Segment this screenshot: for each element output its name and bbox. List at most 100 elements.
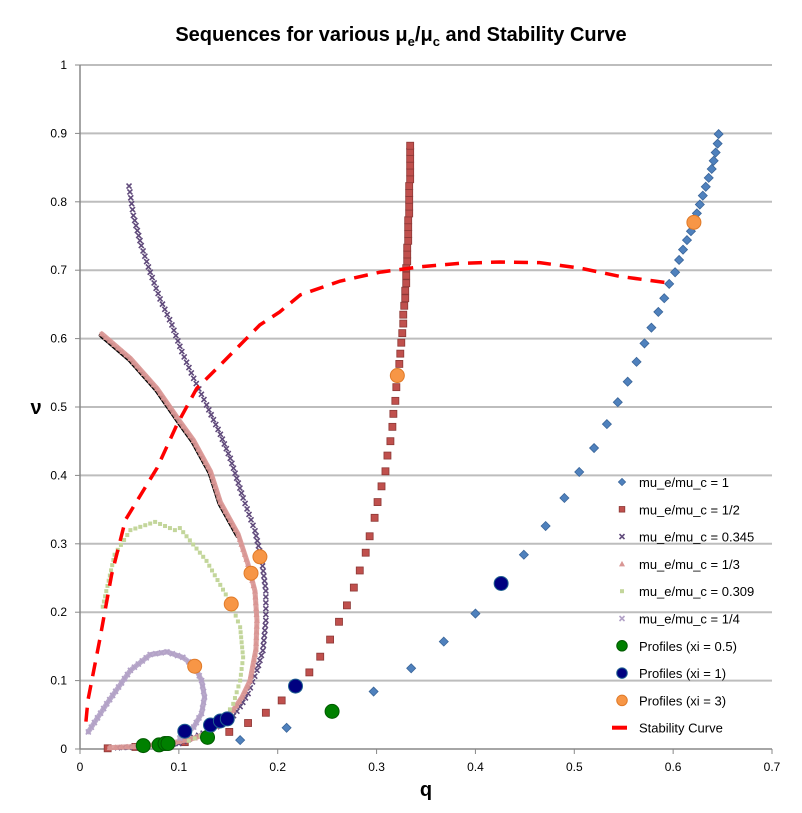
data-point-interp (223, 592, 228, 597)
data-point (540, 520, 551, 532)
data-point (406, 175, 415, 184)
data-point-interp (196, 672, 203, 679)
data-point-interp (221, 587, 226, 592)
x-tick-label: 0.5 (566, 760, 583, 774)
y-tick-label: 0.1 (50, 674, 67, 688)
data-point-interp (157, 390, 164, 396)
data-point-interp (181, 737, 188, 743)
data-point-interp (212, 573, 217, 578)
data-point-interp (215, 493, 222, 500)
data-point (238, 678, 243, 683)
data-point-interp (227, 517, 234, 523)
data-point (406, 154, 415, 163)
data-point-interp (232, 470, 239, 477)
data-point-interp (133, 526, 138, 531)
data-point-interp (253, 623, 260, 629)
data-point (370, 513, 379, 522)
y-tick-label: 0.4 (50, 468, 67, 482)
data-point-interp (174, 337, 181, 344)
data-point (601, 419, 612, 430)
data-point-interp (118, 679, 125, 686)
data-point (217, 431, 224, 438)
legend-item: Stability Curve (612, 721, 723, 736)
data-point (622, 376, 633, 387)
data-point-interp (256, 657, 263, 664)
data-point (326, 635, 335, 644)
data-point (653, 306, 664, 317)
data-point-interp (207, 563, 212, 568)
data-point-interp (140, 370, 147, 376)
data-point-interp (253, 640, 260, 646)
data-point (178, 348, 185, 355)
data-point (176, 418, 183, 424)
data-point-interp (205, 463, 212, 470)
data-point-interp (148, 521, 153, 526)
data-point-interp (232, 526, 239, 533)
data-point (125, 183, 133, 190)
title-mu: μ (395, 24, 408, 46)
x-tick-label: 0.7 (764, 760, 781, 774)
data-point (405, 182, 414, 190)
x-tick-label: 0 (77, 760, 84, 774)
data-point-interp (260, 572, 267, 580)
data-point (355, 566, 364, 575)
data-point-interp (253, 634, 260, 641)
data-point-interp (260, 637, 267, 644)
data-point-interp (238, 630, 243, 635)
data-point (190, 375, 197, 382)
data-point (106, 744, 113, 751)
data-point (404, 216, 413, 225)
data-point-interp (161, 306, 168, 313)
data-point (681, 235, 693, 246)
data-point (405, 195, 414, 204)
data-point-interp (158, 521, 163, 526)
data-point (251, 587, 258, 594)
data-point-interp (152, 650, 159, 657)
data-point (406, 168, 415, 177)
data-point-interp (163, 524, 168, 529)
title-sub-e: e (407, 34, 415, 49)
data-point (438, 636, 449, 647)
data-point-interp (227, 707, 232, 712)
data-point-interp (140, 247, 147, 254)
data-point (398, 329, 407, 338)
data-point-interp (101, 599, 106, 604)
data-point (710, 147, 721, 158)
data-point-interp (248, 672, 255, 678)
data-point-interp (253, 605, 260, 612)
data-point-interp (163, 399, 170, 406)
data-point-interp (136, 237, 144, 244)
data-point-interp (225, 512, 232, 519)
data-point-interp (118, 744, 125, 750)
legend-item: Profiles (xi = 1) (616, 666, 726, 681)
data-point (172, 528, 177, 533)
data-point-interp (170, 408, 177, 415)
data-point-interp (145, 263, 152, 270)
data-point-interp (210, 568, 215, 573)
data-point-interp (240, 650, 245, 655)
data-point (177, 723, 193, 739)
data-point (103, 700, 110, 707)
data-point-interp (210, 478, 217, 485)
legend-marker-icon (616, 640, 628, 652)
data-point-interp (239, 640, 244, 645)
series-9 (84, 260, 671, 722)
series-8 (187, 214, 702, 674)
data-point (406, 161, 415, 170)
data-point-interp (212, 483, 219, 490)
data-point (397, 338, 406, 347)
data-point-interp (230, 522, 237, 528)
data-point-interp (262, 582, 269, 590)
data-point-interp (230, 465, 237, 472)
data-point-interp (103, 594, 108, 599)
data-point-interp (106, 578, 111, 583)
data-point (404, 223, 413, 232)
data-point-interp (185, 364, 193, 371)
data-point-interp (218, 582, 223, 587)
legend-item: mu_e/mu_c = 1/2 (618, 502, 740, 517)
data-point-interp (219, 503, 226, 510)
data-point (253, 667, 261, 674)
data-point-interp (221, 440, 228, 448)
data-point-interp (232, 696, 237, 701)
